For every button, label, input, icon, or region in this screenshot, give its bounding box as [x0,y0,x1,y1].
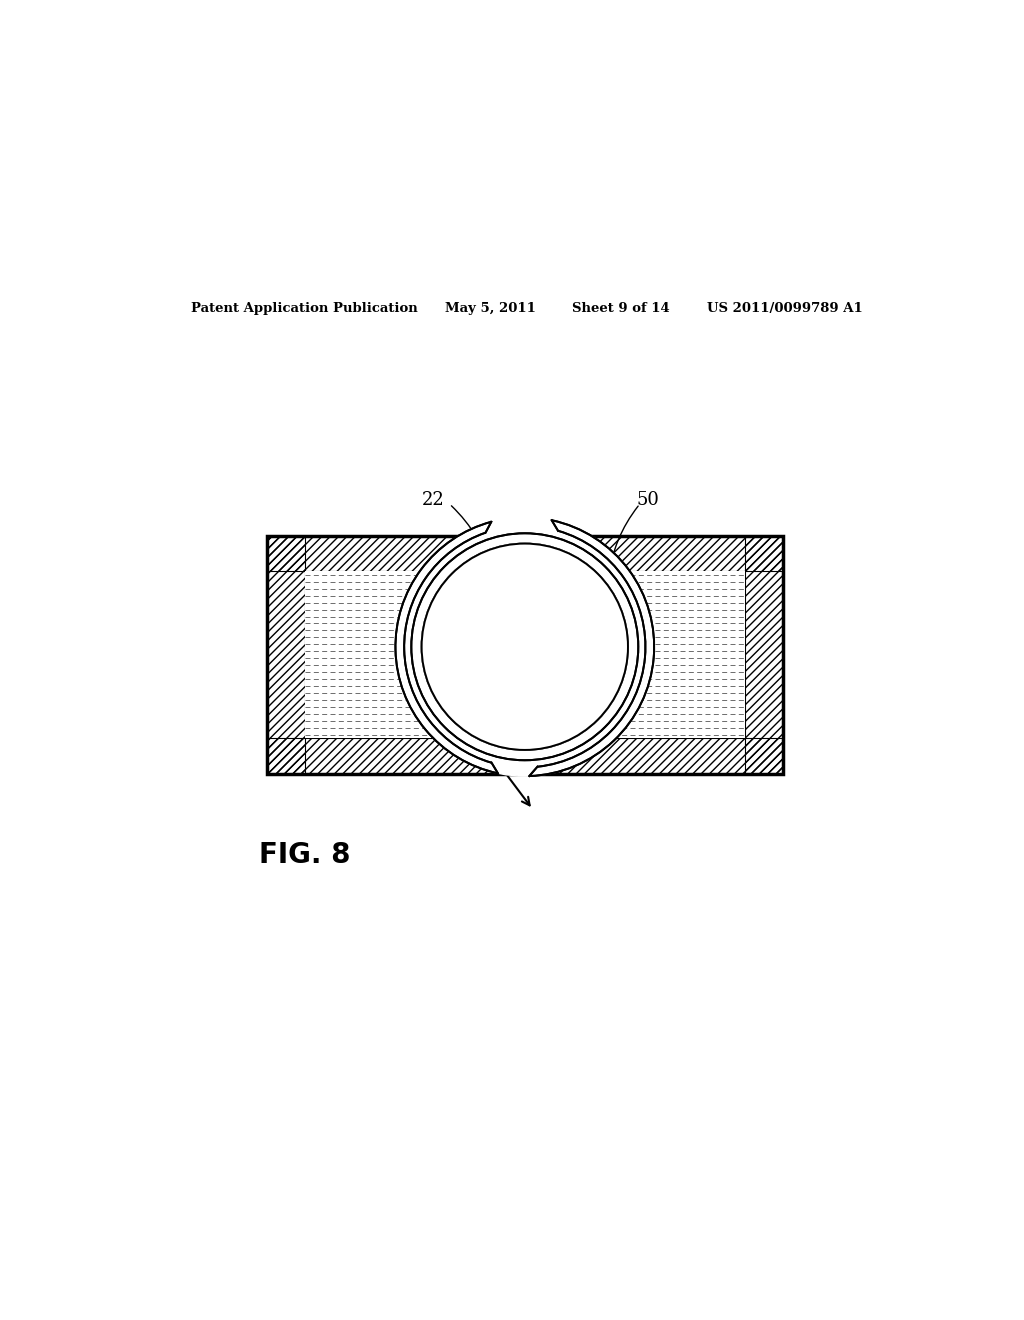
Text: US 2011/0099789 A1: US 2011/0099789 A1 [708,301,863,314]
Circle shape [395,517,654,776]
Text: Sheet 9 of 14: Sheet 9 of 14 [572,301,670,314]
Circle shape [431,553,618,741]
Bar [267,536,305,774]
Bar [744,536,782,774]
Bar [267,536,782,774]
Text: 50: 50 [636,491,659,510]
Bar [267,738,782,774]
Bar [305,572,744,738]
Text: May 5, 2011: May 5, 2011 [445,301,537,314]
Bar [267,536,782,572]
Circle shape [422,544,628,750]
Text: FIG. 8: FIG. 8 [259,841,350,869]
Circle shape [431,553,618,741]
Text: Patent Application Publication: Patent Application Publication [191,301,418,314]
Text: 22: 22 [422,491,444,510]
